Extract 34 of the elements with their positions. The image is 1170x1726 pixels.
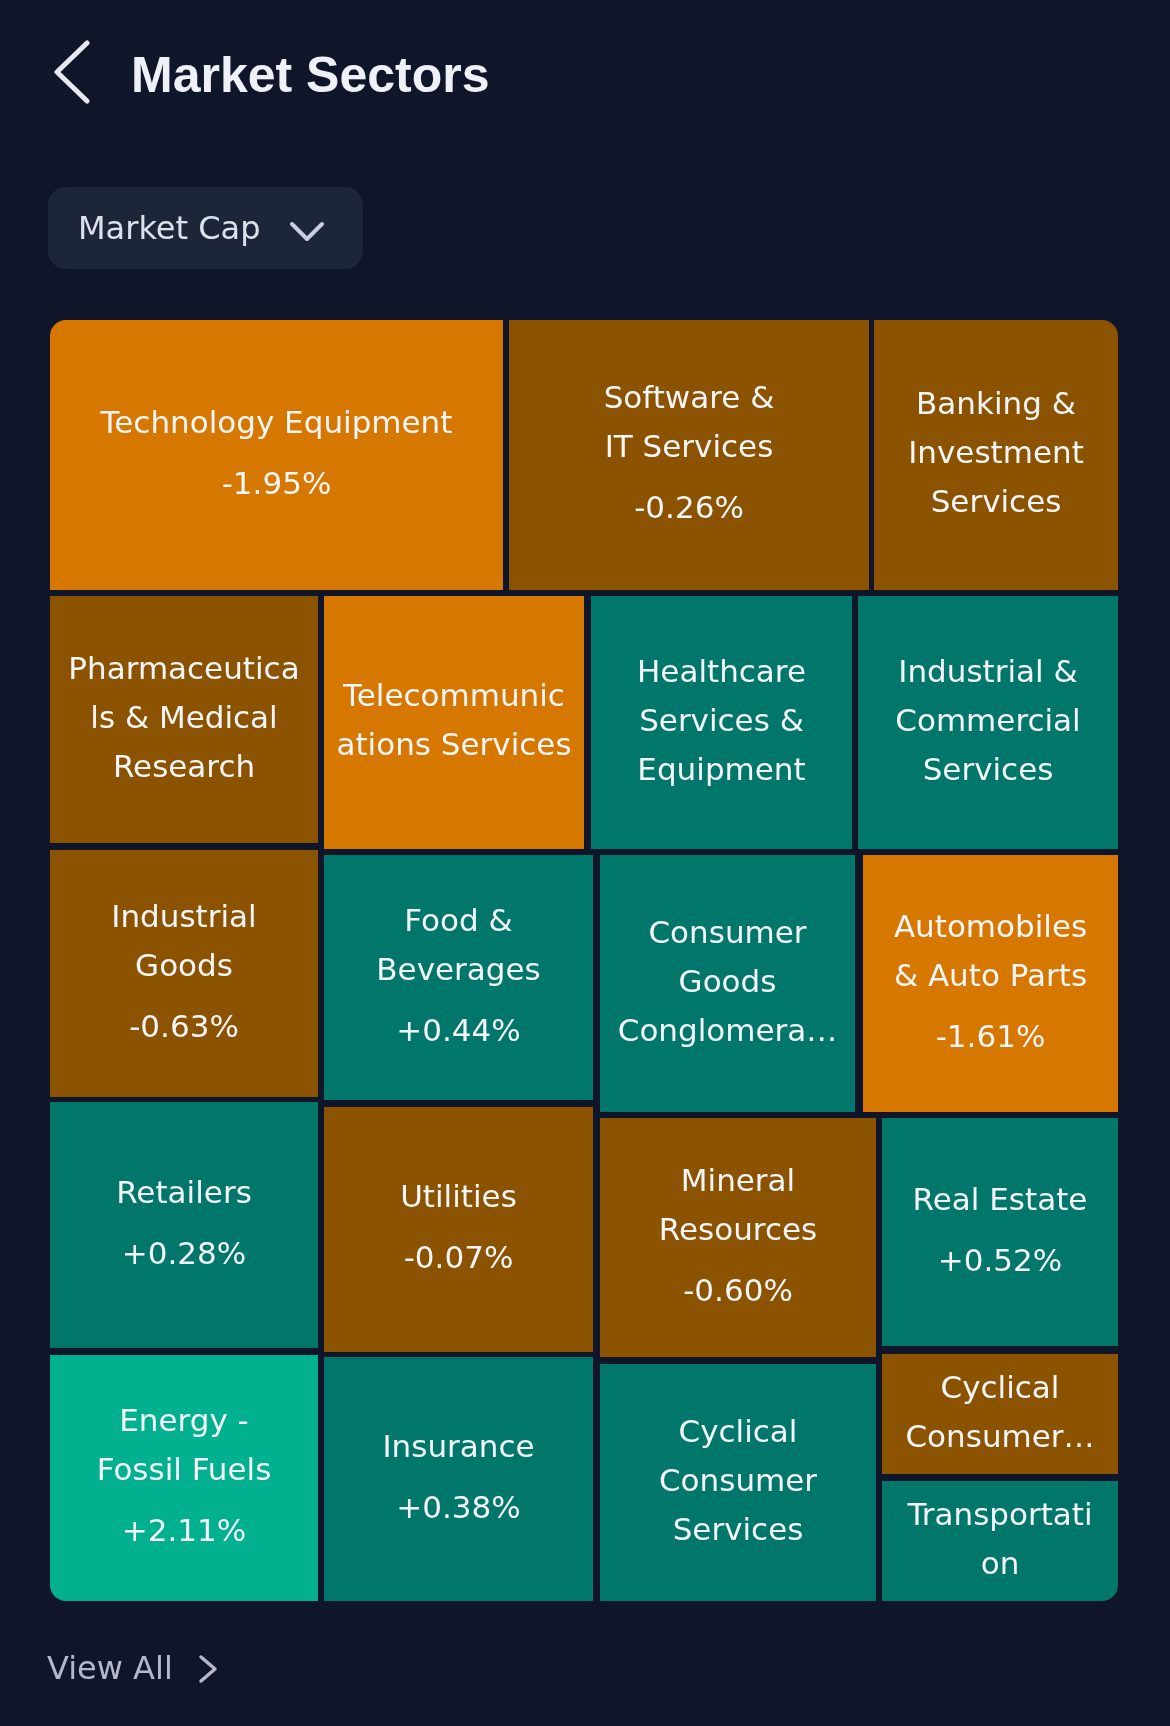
category-label: Automobiles & Auto Parts: [893, 907, 1088, 993]
data-label: +0.28%: [121, 1234, 247, 1271]
category-label: Mineral Resources: [658, 1161, 818, 1247]
category-label: Industrial & Commercial Services: [895, 652, 1081, 787]
category-label: Banking & Investment Services: [908, 385, 1084, 520]
category-label: Cyclical Consumer…: [905, 1368, 1095, 1454]
category-label: Pharmaceuticals & Medical Research: [68, 649, 300, 784]
data-label: +0.52%: [937, 1241, 1063, 1278]
data-label: -1.61%: [935, 1017, 1046, 1054]
category-label: Food & Beverages: [376, 901, 541, 987]
data-label: +0.44%: [396, 1011, 521, 1048]
data-label: +2.11%: [121, 1512, 247, 1549]
category-label: Utilities: [400, 1178, 517, 1215]
category-label: Consumer Goods Conglomera…: [617, 913, 838, 1048]
category-label: Real Estate: [912, 1180, 1088, 1217]
category-label: Retailers: [116, 1173, 252, 1210]
data-label: -0.07%: [403, 1239, 514, 1276]
text: Market Sectors: [131, 46, 490, 105]
category-label: Insurance: [382, 1427, 535, 1464]
data-label: -0.26%: [634, 489, 744, 526]
dropdown: Market Cap: [48, 187, 363, 269]
category-label: Cyclical Consumer Services: [658, 1412, 818, 1547]
text: View All: [47, 1648, 173, 1688]
category-label: Transportation: [906, 1495, 1093, 1581]
category-label: Energy - Fossil Fuels: [96, 1402, 272, 1488]
category-label: Technology Equipment: [99, 403, 453, 440]
data-label: -0.63%: [129, 1007, 239, 1044]
category-label: Healthcare Services & Equipment: [637, 652, 806, 787]
data-label: -1.95%: [221, 464, 332, 501]
category-label: Software & IT Services: [603, 379, 775, 465]
data-label: +0.38%: [396, 1488, 521, 1525]
category-label: Telecommunications Services: [336, 677, 572, 763]
category-label: Industrial Goods: [111, 897, 257, 983]
data-label: -0.60%: [683, 1271, 793, 1308]
